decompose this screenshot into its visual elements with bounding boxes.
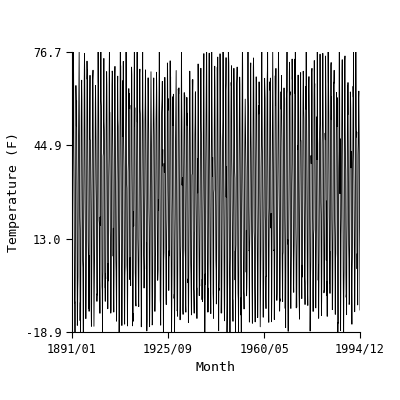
X-axis label: Month: Month xyxy=(196,361,236,374)
Y-axis label: Temperature (F): Temperature (F) xyxy=(8,132,20,252)
